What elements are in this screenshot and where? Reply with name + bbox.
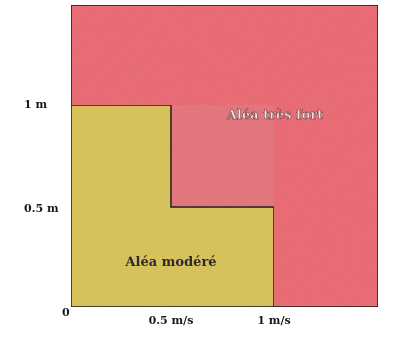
zone-label-moderate: Aléa modéré — [124, 255, 216, 270]
zone-moderate — [70, 104, 275, 308]
zone-label-very-strong: Aléa très fort — [226, 108, 323, 123]
origin-label: 0 — [62, 306, 70, 319]
x-tick-label: 1 m/s — [257, 314, 290, 327]
x-tick-label: 0.5 m/s — [149, 314, 194, 327]
y-tick-label: 0.5 m — [24, 202, 59, 215]
y-tick-label: 1 m — [24, 98, 47, 111]
